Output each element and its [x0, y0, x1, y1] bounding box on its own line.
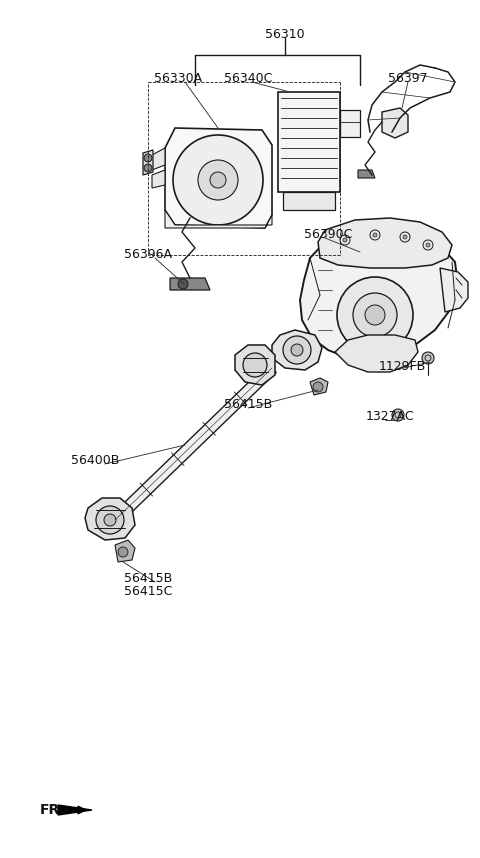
Polygon shape [335, 335, 418, 372]
Text: FR.: FR. [40, 803, 66, 817]
Text: 56340C: 56340C [224, 72, 272, 85]
Circle shape [144, 154, 152, 162]
Polygon shape [283, 192, 335, 210]
Polygon shape [152, 148, 165, 170]
Circle shape [173, 135, 263, 225]
Text: 56397: 56397 [388, 72, 428, 85]
Polygon shape [115, 540, 135, 562]
Text: 56415C: 56415C [124, 585, 172, 598]
Polygon shape [111, 364, 276, 524]
Circle shape [337, 277, 413, 353]
Circle shape [426, 243, 430, 247]
Text: 56390C: 56390C [304, 228, 352, 241]
Circle shape [178, 279, 188, 289]
Text: 56415B: 56415B [124, 572, 172, 585]
Polygon shape [272, 330, 322, 370]
Polygon shape [143, 150, 153, 175]
Polygon shape [318, 218, 452, 268]
Polygon shape [235, 345, 275, 385]
Circle shape [118, 547, 128, 557]
Circle shape [392, 409, 404, 421]
Circle shape [365, 305, 385, 325]
Polygon shape [85, 498, 135, 540]
Circle shape [291, 344, 303, 356]
Circle shape [403, 235, 407, 239]
Polygon shape [278, 92, 340, 192]
Polygon shape [165, 210, 272, 228]
Circle shape [343, 238, 347, 242]
Polygon shape [152, 170, 165, 188]
Circle shape [353, 293, 397, 337]
Circle shape [373, 233, 377, 237]
Polygon shape [440, 268, 468, 312]
Text: 56310: 56310 [265, 28, 305, 41]
Text: 1327AC: 1327AC [366, 410, 414, 423]
Text: 56400B: 56400B [71, 454, 119, 467]
Polygon shape [382, 108, 408, 138]
Polygon shape [170, 278, 210, 290]
Polygon shape [340, 110, 360, 137]
Text: 56330A: 56330A [154, 72, 202, 85]
Circle shape [198, 160, 238, 200]
Circle shape [104, 514, 116, 526]
Text: 56396A: 56396A [124, 248, 172, 261]
Circle shape [313, 382, 323, 392]
Polygon shape [310, 378, 328, 395]
Polygon shape [300, 232, 458, 360]
Polygon shape [165, 128, 272, 228]
Polygon shape [358, 170, 375, 178]
Text: 1129FB: 1129FB [378, 360, 426, 373]
Circle shape [283, 336, 311, 364]
Circle shape [210, 172, 226, 188]
Text: 56415B: 56415B [224, 398, 272, 411]
Circle shape [422, 352, 434, 364]
Polygon shape [58, 805, 92, 815]
Circle shape [144, 164, 152, 172]
Circle shape [243, 353, 267, 377]
Circle shape [96, 506, 124, 534]
